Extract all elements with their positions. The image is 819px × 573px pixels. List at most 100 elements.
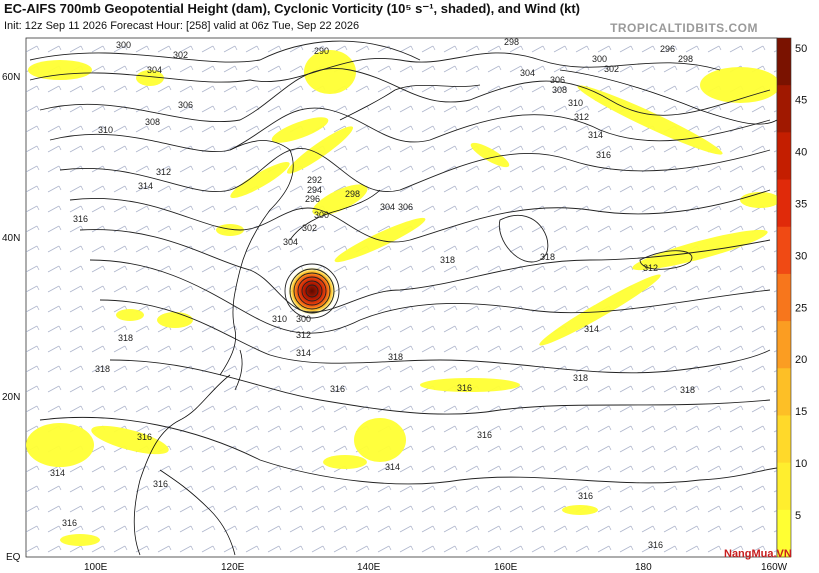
contour-label: 302: [173, 50, 188, 60]
contour-label: 302: [604, 64, 619, 74]
contour-label: 318: [95, 364, 110, 374]
contour-label: 316: [62, 518, 77, 528]
contour-label: 316: [137, 432, 152, 442]
lon-label: 120E: [221, 562, 245, 573]
contour-label: 306: [550, 75, 565, 85]
colorbar-tick-label: 15: [795, 406, 807, 418]
contour-label: 304: [380, 202, 395, 212]
contour-label: 306: [178, 100, 193, 110]
colorbar-segment: [777, 273, 791, 322]
contour-label: 318: [440, 255, 455, 265]
watermark-logo: NangMua.VN: [724, 548, 792, 560]
colorbar-segment: [777, 368, 791, 416]
contour-label: 318: [118, 333, 133, 343]
contour-label: 314: [588, 130, 603, 140]
lon-label: 140E: [357, 562, 381, 573]
colorbar-segment: [777, 321, 791, 369]
contour-label: 298: [345, 189, 360, 199]
lon-label: 180: [635, 562, 652, 573]
latitude-labels: 60N 40N 20N EQ: [2, 72, 21, 563]
contour-label: 312: [643, 263, 658, 273]
colorbar-tick-label: 25: [795, 302, 807, 314]
colorbar-tick-label: 20: [795, 354, 807, 366]
colorbar-tick-label: 50: [795, 43, 807, 55]
contour-label: 310: [98, 125, 113, 135]
contour-label: 310: [272, 314, 287, 324]
colorbar-tick-label: 35: [795, 198, 807, 210]
contour-label: 304: [283, 237, 298, 247]
contour-label: 316: [153, 479, 168, 489]
longitude-labels: 100E 120E 140E 160E 180 160W: [84, 562, 788, 573]
lat-label: EQ: [6, 552, 21, 563]
contour-label: 290: [314, 46, 329, 56]
contour-label: 304: [520, 68, 535, 78]
contour-label: 318: [388, 352, 403, 362]
contour-label: 308: [145, 117, 160, 127]
wind-barbs: [26, 38, 777, 557]
brand-text: TROPICALTIDBITS.COM: [610, 21, 758, 35]
map-subtitle: Init: 12z Sep 11 2026 Forecast Hour: [25…: [4, 20, 360, 32]
contour-label: 312: [574, 112, 589, 122]
contour-label: 306: [398, 202, 413, 212]
colorbar: 50 45 40 35 30 25 20 15 10 5: [776, 37, 807, 558]
contour-label: 318: [680, 385, 695, 395]
contour-label: 316: [596, 150, 611, 160]
colorbar-segment: [777, 85, 791, 133]
contour-label: 314: [385, 462, 400, 472]
typhoon-contours: [284, 263, 340, 319]
colorbar-tick-label: 30: [795, 250, 807, 262]
contour-label: 318: [540, 252, 555, 262]
colorbar-segment: [777, 415, 791, 464]
colorbar-tick-label: 45: [795, 95, 807, 107]
contour-label: 314: [584, 324, 599, 334]
contour-label: 312: [296, 330, 311, 340]
contour-label: 296: [660, 44, 675, 54]
contour-label: 310: [568, 98, 583, 108]
colorbar-tick-label: 10: [795, 458, 807, 470]
colorbar-segment: [777, 132, 791, 181]
contour-label: 314: [50, 468, 65, 478]
contour-label: 314: [296, 348, 311, 358]
contour-label: 296: [305, 194, 320, 204]
contour-label: 302: [302, 223, 317, 233]
lon-label: 160W: [761, 562, 788, 573]
contour-label: 300: [592, 54, 607, 64]
coastlines: [133, 69, 778, 556]
contour-label: 298: [504, 37, 519, 47]
contour-label: 298: [678, 54, 693, 64]
vorticity-shading: [26, 50, 780, 546]
contour-label: 316: [457, 383, 472, 393]
lon-label: 100E: [84, 562, 108, 573]
colorbar-segment: [777, 179, 791, 228]
colorbar-segment: [777, 38, 791, 86]
colorbar-tick-label: 5: [795, 510, 801, 522]
colorbar-segment: [777, 509, 791, 558]
contour-label: 300: [314, 210, 329, 220]
map-header: EC-AIFS 700mb Geopotential Height (dam),…: [4, 1, 804, 35]
colorbar-frame: [776, 37, 792, 558]
typhoon-vorticity-core: [288, 267, 336, 315]
contour-label: 294: [307, 185, 322, 195]
lat-label: 60N: [2, 72, 20, 83]
contour-label: 316: [330, 384, 345, 394]
contour-label: 314: [138, 181, 153, 191]
contour-labels: 300 302 304 306 308 310 312 314 316 318 …: [50, 37, 695, 550]
contour-label: 316: [578, 491, 593, 501]
lat-label: 40N: [2, 233, 20, 244]
contour-label: 308: [552, 85, 567, 95]
contour-label: 300: [296, 314, 311, 324]
contour-label: 316: [648, 540, 663, 550]
colorbar-segment: [777, 462, 791, 511]
map-title: EC-AIFS 700mb Geopotential Height (dam),…: [4, 1, 581, 16]
contour-label: 300: [116, 40, 131, 50]
colorbar-segment: [777, 226, 791, 275]
contour-label: 292: [307, 175, 322, 185]
lat-label: 20N: [2, 392, 20, 403]
colorbar-tick-label: 40: [795, 147, 807, 159]
height-contours: [29, 40, 778, 485]
contour-label: 304: [147, 65, 162, 75]
contour-label: 312: [156, 167, 171, 177]
contour-label: 316: [73, 214, 88, 224]
lon-label: 160E: [494, 562, 518, 573]
